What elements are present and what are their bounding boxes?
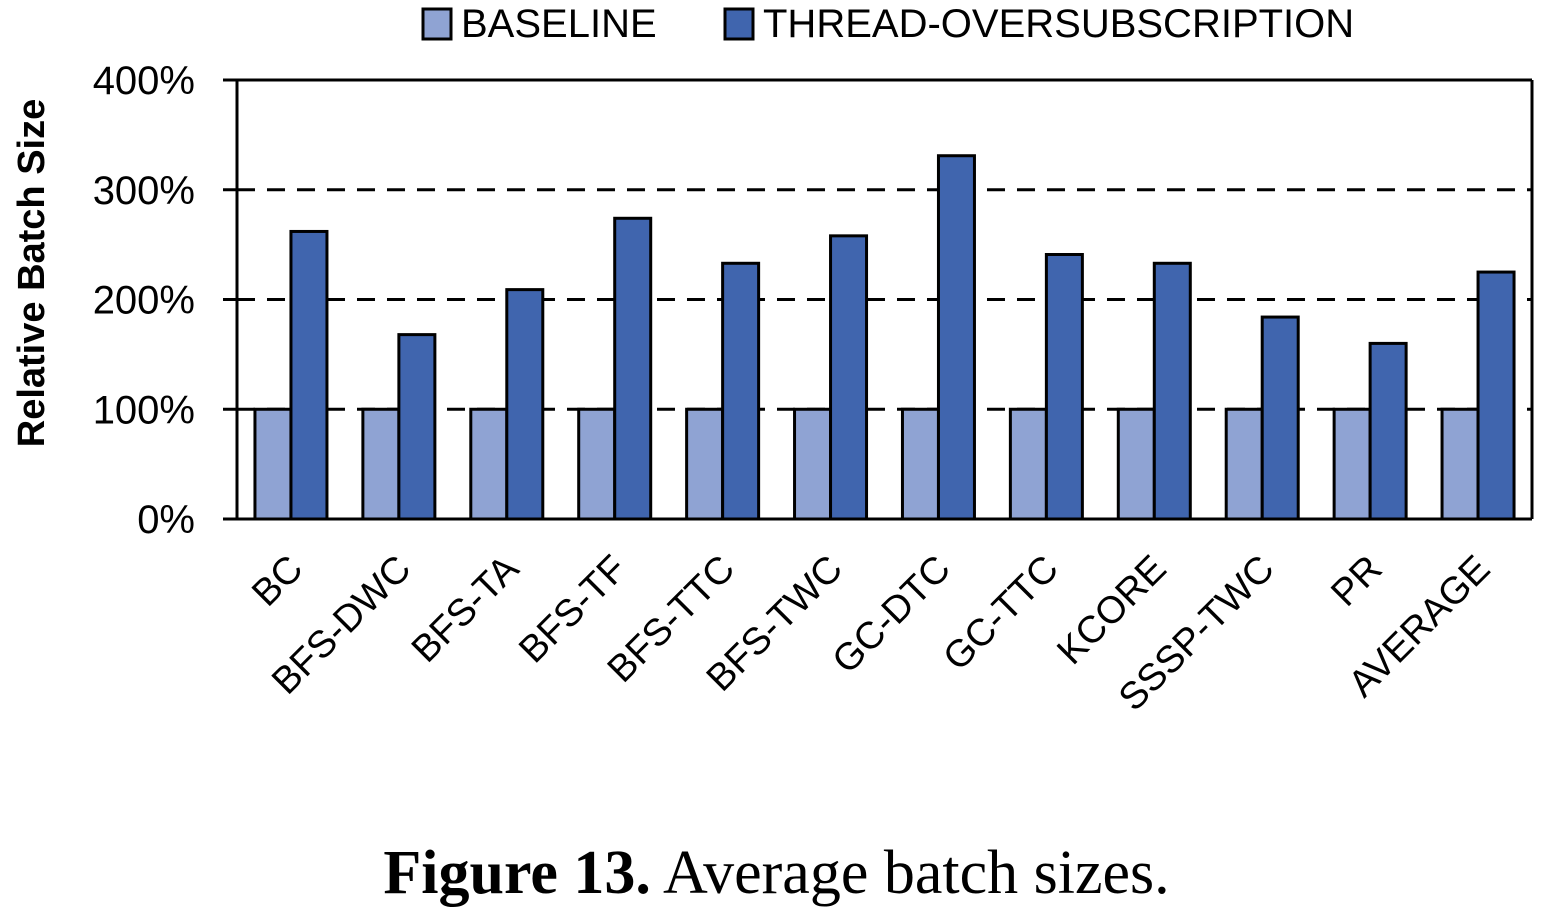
bar-baseline-pr [1332, 407, 1372, 521]
bar-baseline-bfs-dwc [361, 407, 401, 521]
bar-thread-oversubscription-pr [1368, 341, 1408, 521]
legend: BASELINE THREAD-OVERSUBSCRIPTION [421, 2, 1354, 46]
bar-thread-oversubscription-bfs-twc [829, 234, 869, 521]
bar-baseline-bfs-ttc [685, 407, 725, 521]
x-tick-label-pr: PR [1323, 548, 1390, 615]
bar-thread-oversubscription-bfs-ttc [721, 261, 761, 521]
bar-baseline-bc [253, 407, 293, 521]
bar-thread-oversubscription-gc-ttc [1044, 253, 1084, 521]
bar-thread-oversubscription-bfs-ta [505, 288, 545, 521]
x-tick-label-gc-ttc: GC-TTC [936, 548, 1067, 679]
gridlines [237, 188, 1532, 411]
bar-baseline-bfs-tf [577, 407, 617, 521]
bar-baseline-sssp-twc [1224, 407, 1264, 521]
y-tick-label-0: 0% [137, 498, 195, 542]
y-tick-label-4: 400% [93, 59, 195, 103]
legend-label-baseline: BASELINE [461, 2, 657, 46]
bar-thread-oversubscription-gc-dtc [936, 154, 976, 521]
figure-caption-text: Average batch sizes. [662, 839, 1170, 907]
bar-baseline-gc-dtc [900, 407, 940, 521]
axes [223, 78, 1534, 521]
figure-caption-label: Figure 13. [383, 839, 651, 907]
x-tick-label-gc-dtc: GC-DTC [825, 548, 959, 682]
legend-label-thread-oversubscription: THREAD-OVERSUBSCRIPTION [763, 2, 1354, 46]
bar-baseline-kcore [1116, 407, 1156, 521]
y-axis-label: Relative Batch Size [11, 99, 53, 447]
y-tick-label-2: 200% [93, 279, 195, 323]
y-tick-label-3: 300% [93, 169, 195, 213]
bar-thread-oversubscription-kcore [1152, 261, 1192, 521]
y-tick-labels: 0% 100% 200% 300% 400% [93, 59, 195, 542]
bar-thread-oversubscription-bfs-dwc [397, 333, 437, 521]
bar-thread-oversubscription-average [1476, 270, 1516, 521]
bar-baseline-bfs-twc [793, 407, 833, 521]
bars [253, 154, 1516, 521]
bar-thread-oversubscription-bfs-tf [613, 216, 653, 521]
x-tick-labels: BCBFS-DWCBFS-TABFS-TFBFS-TTCBFS-TWCGC-DT… [244, 547, 1498, 719]
y-tick-label-1: 100% [93, 388, 195, 432]
x-tick-label-bfs-ta: BFS-TA [404, 547, 528, 671]
legend-swatch-thread-oversubscription [723, 7, 755, 41]
x-tick-label-bc: BC [244, 548, 311, 615]
bar-baseline-gc-ttc [1008, 407, 1048, 521]
bar-chart: BASELINE THREAD-OVERSUBSCRIPTION Relative… [11, 2, 1534, 719]
figure-caption: Figure 13. Average batch sizes. [0, 838, 1553, 909]
bar-thread-oversubscription-bc [289, 229, 329, 521]
bar-thread-oversubscription-sssp-twc [1260, 315, 1300, 521]
legend-swatch-baseline [421, 7, 453, 41]
bar-baseline-bfs-ta [469, 407, 509, 521]
bar-baseline-average [1440, 407, 1480, 521]
